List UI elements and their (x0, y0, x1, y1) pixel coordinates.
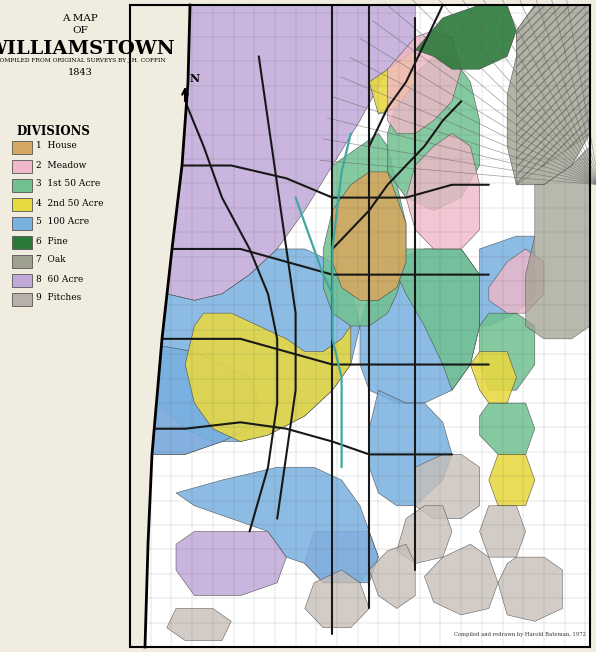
Polygon shape (498, 557, 563, 621)
Polygon shape (333, 172, 406, 301)
Text: A MAP: A MAP (62, 14, 98, 23)
Polygon shape (305, 570, 369, 628)
Bar (12, 141, 32, 154)
Polygon shape (369, 544, 415, 608)
Bar (12, 293, 32, 306)
Polygon shape (360, 249, 480, 403)
Bar (12, 179, 32, 192)
Text: 7  Oak: 7 Oak (36, 256, 66, 265)
Polygon shape (397, 249, 480, 390)
Bar (12, 255, 32, 268)
Polygon shape (387, 56, 480, 211)
Polygon shape (176, 531, 287, 596)
Polygon shape (130, 339, 259, 454)
Bar (12, 236, 32, 249)
Text: 8  60 Acre: 8 60 Acre (36, 274, 83, 284)
Polygon shape (406, 134, 480, 249)
Text: 5  100 Acre: 5 100 Acre (36, 218, 89, 226)
Bar (12, 217, 32, 230)
Polygon shape (480, 506, 526, 557)
Polygon shape (167, 608, 231, 640)
Text: 3  1st 50 Acre: 3 1st 50 Acre (36, 179, 100, 188)
Text: 1  House: 1 House (36, 141, 77, 151)
Polygon shape (305, 531, 378, 583)
Bar (130, 5, 590, 647)
Bar (12, 160, 32, 173)
Bar (12, 274, 32, 287)
Polygon shape (369, 50, 415, 114)
Polygon shape (130, 5, 415, 301)
Text: 6  Pine: 6 Pine (36, 237, 68, 246)
Polygon shape (323, 134, 406, 326)
Text: Compiled and redrawn by Harold Bateman, 1972: Compiled and redrawn by Harold Bateman, … (454, 632, 586, 637)
Polygon shape (415, 454, 480, 518)
Polygon shape (489, 249, 544, 313)
Text: 4  2nd 50 Acre: 4 2nd 50 Acre (36, 198, 104, 207)
Polygon shape (424, 544, 498, 615)
Polygon shape (397, 506, 452, 563)
Polygon shape (526, 146, 590, 339)
Polygon shape (480, 313, 535, 390)
Text: N: N (190, 73, 200, 84)
Text: WILLIAMSTOWN: WILLIAMSTOWN (0, 40, 175, 58)
Polygon shape (415, 5, 516, 69)
Polygon shape (130, 339, 259, 454)
Polygon shape (130, 249, 360, 441)
Polygon shape (185, 313, 351, 441)
Text: 1843: 1843 (67, 68, 92, 77)
Bar (12, 198, 32, 211)
Polygon shape (369, 390, 452, 506)
Text: 9  Pitches: 9 Pitches (36, 293, 81, 303)
Polygon shape (176, 467, 378, 583)
Text: OF: OF (72, 26, 88, 35)
Polygon shape (507, 5, 590, 185)
Polygon shape (489, 454, 535, 506)
Polygon shape (480, 236, 535, 326)
Text: COMPILED FROM ORIGINAL SURVEYS BY J.H. COFFIN: COMPILED FROM ORIGINAL SURVEYS BY J.H. C… (0, 58, 165, 63)
Text: 2  Meadow: 2 Meadow (36, 160, 86, 170)
Polygon shape (130, 5, 190, 647)
Text: DIVISIONS: DIVISIONS (16, 125, 90, 138)
Polygon shape (387, 31, 461, 134)
Polygon shape (470, 351, 516, 403)
Polygon shape (480, 403, 535, 454)
